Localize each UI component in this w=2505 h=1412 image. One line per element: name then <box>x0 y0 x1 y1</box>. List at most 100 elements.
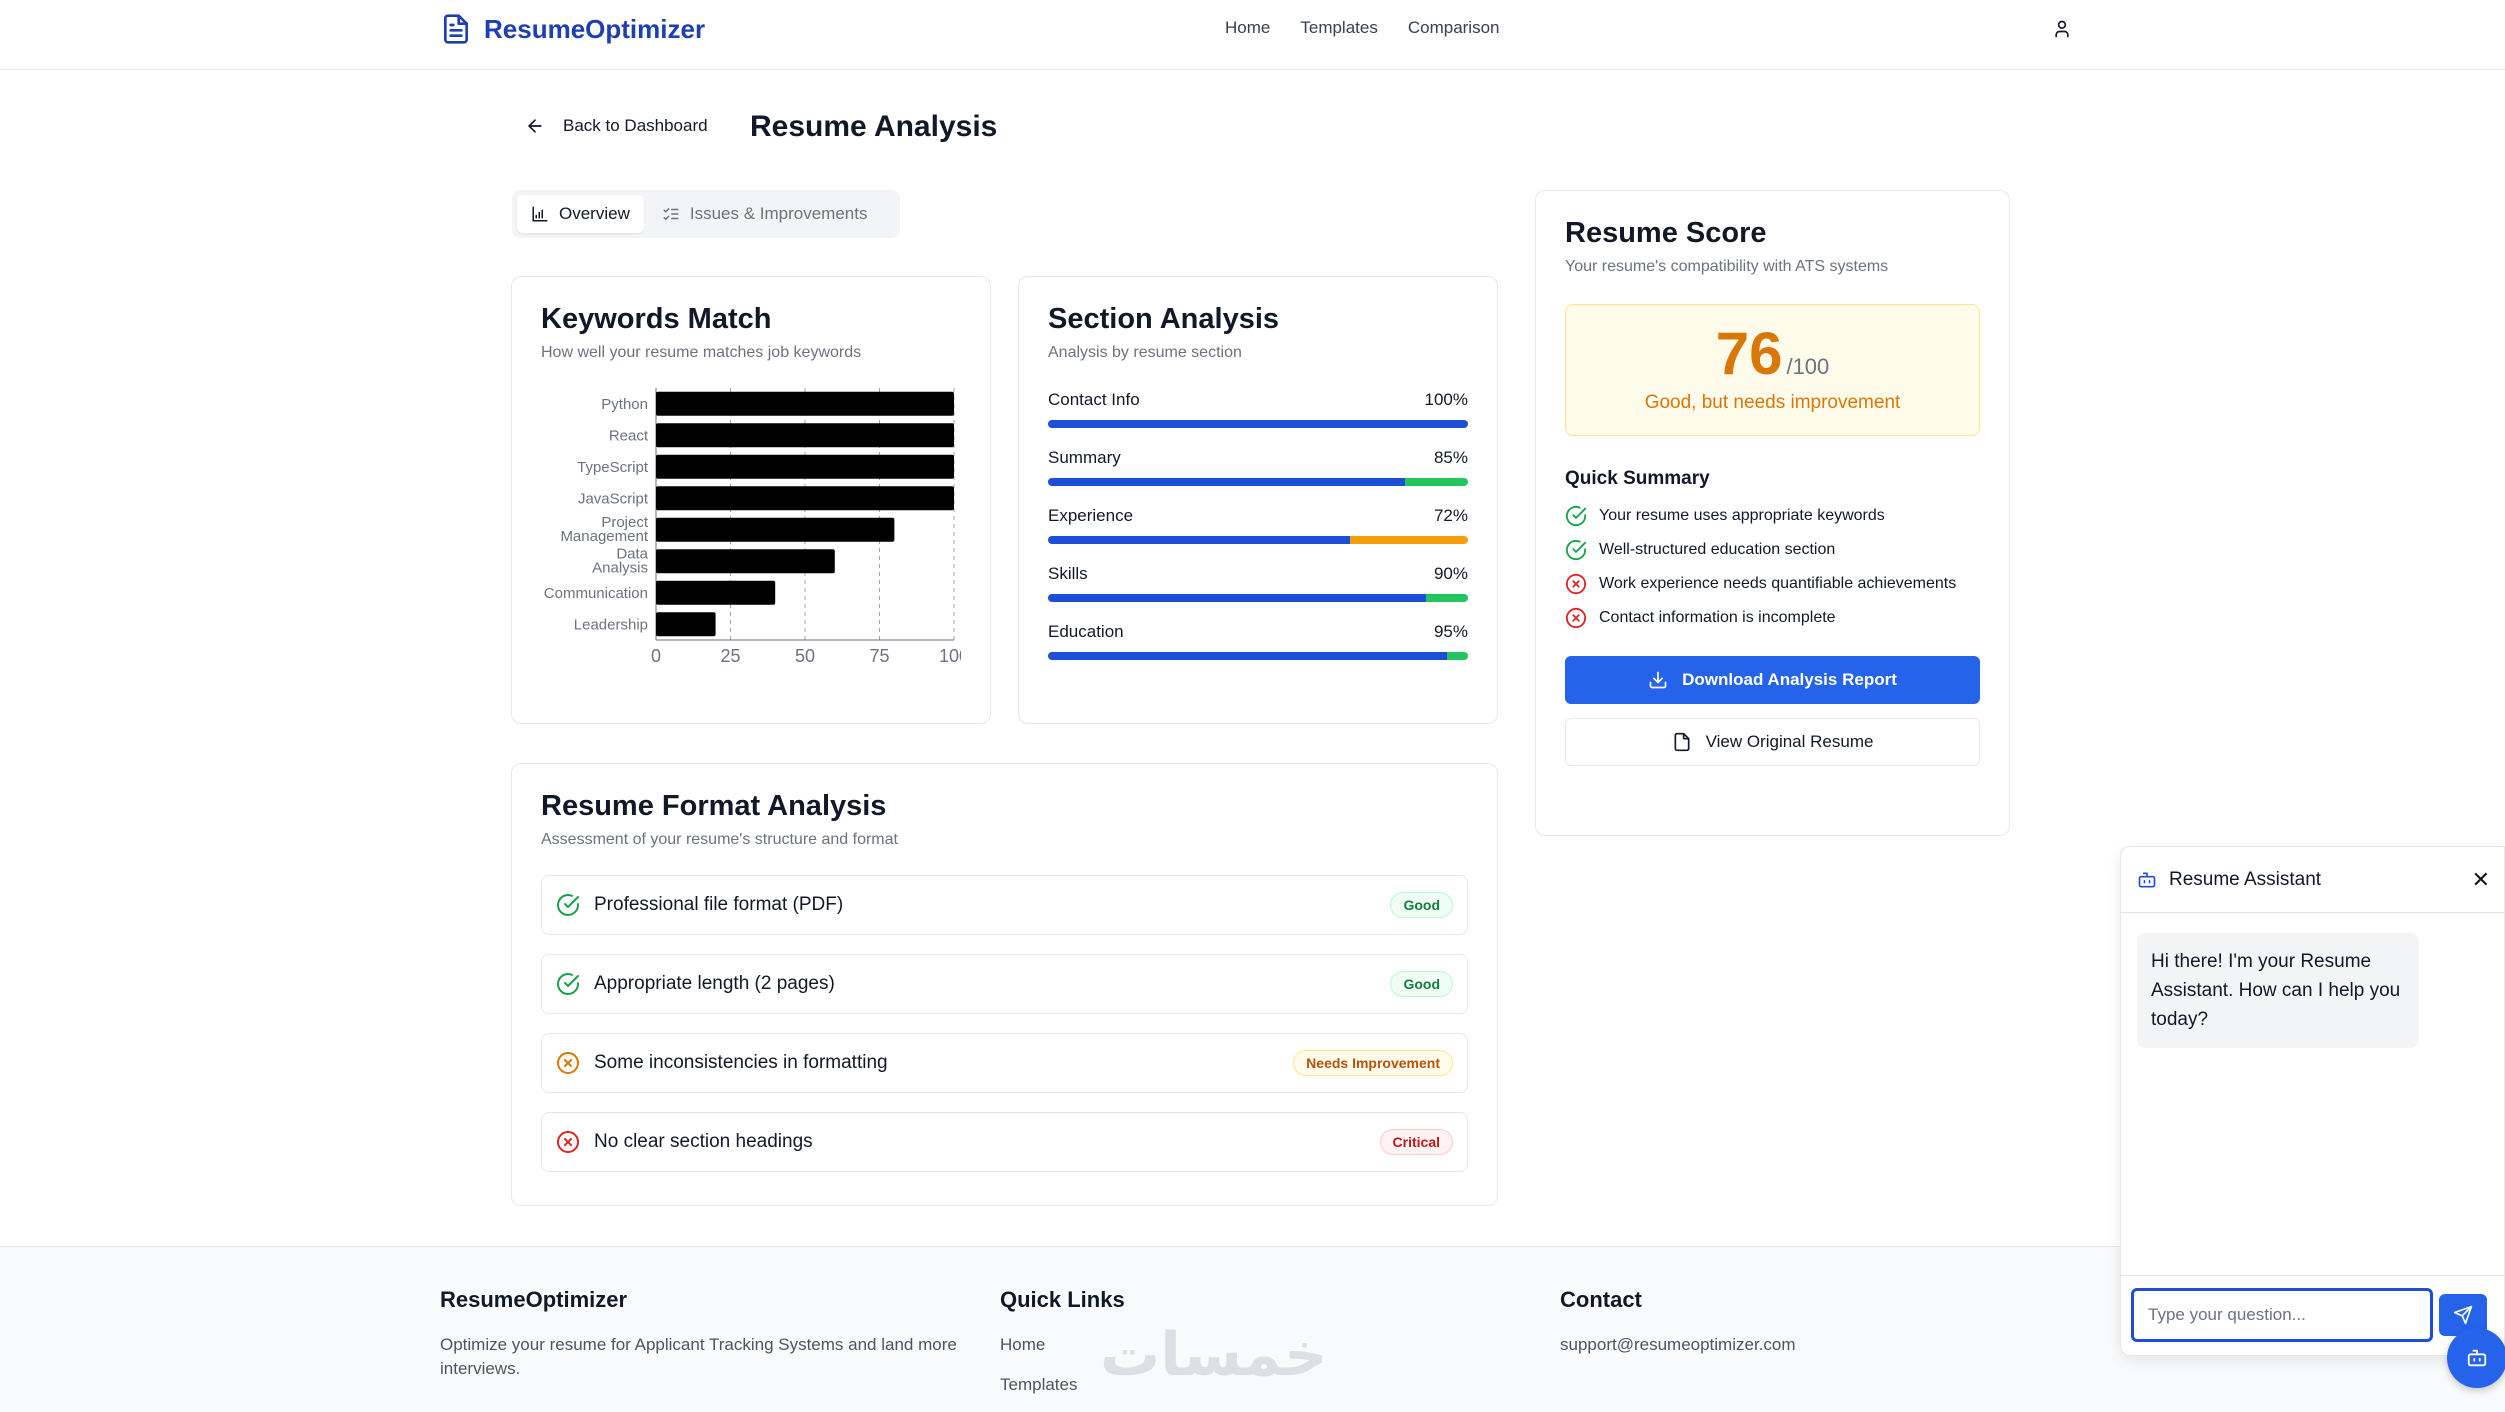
section-progress-bar <box>1048 478 1468 486</box>
chat-question-input[interactable] <box>2131 1288 2433 1342</box>
main-nav: Home Templates Comparison <box>1225 18 1500 38</box>
section-progress-fill <box>1048 420 1468 428</box>
summary-text: Contact information is incomplete <box>1599 609 1836 626</box>
section-progress-tail <box>1447 652 1468 660</box>
format-item: Appropriate length (2 pages) Good <box>541 954 1468 1014</box>
nav-comparison[interactable]: Comparison <box>1407 18 1500 37</box>
nav-templates[interactable]: Templates <box>1300 18 1378 37</box>
back-to-dashboard-link[interactable]: Back to Dashboard <box>525 116 708 136</box>
keyword-bar <box>656 580 776 605</box>
footer-link-home[interactable]: Home <box>1000 1335 1046 1354</box>
footer-link-templates[interactable]: Templates <box>1000 1375 1078 1394</box>
resume-score-card: Resume Score Your resume's compatibility… <box>1535 190 2010 836</box>
resume-assistant-chat: Resume Assistant ✕ Hi there! I'm your Re… <box>2120 846 2505 1356</box>
footer: ResumeOptimizer Optimize your resume for… <box>0 1246 2505 1412</box>
summary-text: Work experience needs quantifiable achie… <box>1599 575 1957 592</box>
section-progress-tail <box>1405 478 1468 486</box>
section-label: Contact Info <box>1048 390 1140 409</box>
quick-summary-list: Your resume uses appropriate keywords Wel… <box>1565 504 1980 630</box>
footer-tagline: Optimize your resume for Applicant Track… <box>440 1335 957 1378</box>
category-label: Project Management <box>560 514 648 545</box>
analysis-tabs: Overview Issues & Improvements <box>512 190 900 238</box>
status-badge: Good <box>1390 892 1453 918</box>
section-item: Education 95% <box>1048 622 1468 660</box>
category-label: Communication <box>544 585 648 602</box>
chat-title: Resume Assistant <box>2169 868 2322 890</box>
brand-logo[interactable]: ResumeOptimizer <box>440 12 705 46</box>
section-progress-fill <box>1048 478 1405 486</box>
category-label: TypeScript <box>577 459 649 476</box>
check-circle-icon <box>557 894 579 916</box>
section-label: Experience <box>1048 506 1134 525</box>
view-original-button[interactable]: View Original Resume <box>1565 718 1980 766</box>
keyword-bar <box>656 391 954 416</box>
x-tick-label: 25 <box>720 646 740 666</box>
nav-home[interactable]: Home <box>1225 18 1271 37</box>
x-tick-label: 0 <box>651 646 661 666</box>
keyword-bar <box>656 486 954 511</box>
summary-item: Contact information is incomplete <box>1565 606 1980 630</box>
close-icon[interactable]: ✕ <box>2471 867 2490 892</box>
x-tick-label: 75 <box>869 646 889 666</box>
footer-contact-title: Contact <box>1560 1287 1642 1312</box>
category-label: React <box>609 427 649 444</box>
format-label: No clear section headings <box>594 1131 813 1152</box>
score-max: /100 <box>1786 354 1830 379</box>
section-label: Skills <box>1048 564 1088 583</box>
user-icon[interactable] <box>2052 18 2072 40</box>
format-label: Appropriate length (2 pages) <box>594 973 835 994</box>
send-button[interactable] <box>2439 1294 2487 1336</box>
x-circle-icon <box>557 1052 579 1074</box>
section-progress-bar <box>1048 594 1468 602</box>
section-label: Education <box>1048 622 1124 641</box>
score-box: 76/100 Good, but needs improvement <box>1565 304 1980 436</box>
format-item: Some inconsistencies in formatting Needs … <box>541 1033 1468 1093</box>
download-icon <box>1649 671 1667 689</box>
status-badge: Needs Improvement <box>1293 1050 1453 1076</box>
download-report-button[interactable]: Download Analysis Report <box>1565 656 1980 704</box>
keywords-match-card: Keywords Match How well your resume matc… <box>511 276 991 724</box>
section-analysis-card: Section Analysis Analysis by resume sect… <box>1018 276 1498 724</box>
section-item: Experience 72% <box>1048 506 1468 544</box>
format-item: No clear section headings Critical <box>541 1112 1468 1172</box>
section-item: Skills 90% <box>1048 564 1468 602</box>
status-badge: Good <box>1390 971 1453 997</box>
section-item: Contact Info 100% <box>1048 390 1468 428</box>
bar-chart-icon <box>532 206 548 222</box>
footer-email[interactable]: support@resumeoptimizer.com <box>1560 1335 1796 1354</box>
keywords-title: Keywords Match <box>541 303 772 335</box>
tab-overview[interactable]: Overview <box>517 195 644 233</box>
category-label: Data Analysis <box>592 545 649 576</box>
section-progress-bar <box>1048 652 1468 660</box>
check-circle-icon <box>557 973 579 995</box>
summary-text: Well-structured education section <box>1599 541 1836 558</box>
x-circle-icon <box>1565 573 1587 595</box>
summary-item: Well-structured education section <box>1565 538 1980 562</box>
section-progress-tail <box>1350 536 1468 544</box>
x-circle-icon <box>557 1131 579 1153</box>
keywords-bar-chart: 0 25 50 75 100 Python React TypeScript JavaScrip… <box>544 388 961 666</box>
section-item: Summary 85% <box>1048 448 1468 486</box>
check-circle-icon <box>1565 505 1587 527</box>
section-progress-bar <box>1048 420 1468 428</box>
section-subtitle: Analysis by resume section <box>1048 344 1242 361</box>
x-tick-label: 50 <box>795 646 815 666</box>
list-checks-icon <box>663 208 679 221</box>
x-circle-icon <box>1565 607 1587 629</box>
keyword-bar <box>656 454 954 479</box>
section-title: Section Analysis <box>1048 303 1280 335</box>
section-progress-fill <box>1048 652 1447 660</box>
page-title: Resume Analysis <box>750 110 998 143</box>
assistant-message: Hi there! I'm your Resume Assistant. How… <box>2137 933 2419 1048</box>
status-badge: Critical <box>1379 1129 1453 1155</box>
footer-links-title: Quick Links <box>1000 1287 1125 1312</box>
send-icon <box>2453 1305 2473 1325</box>
footer-links-col: Quick Links Home Templates <box>1000 1287 1125 1412</box>
section-value: 72% <box>1433 506 1468 525</box>
download-label: Download Analysis Report <box>1682 670 1897 689</box>
tab-issues[interactable]: Issues & Improvements <box>648 195 882 233</box>
view-original-label: View Original Resume <box>1705 732 1874 751</box>
keyword-bar <box>656 612 716 637</box>
score-subtitle: Your resume's compatibility with ATS sys… <box>1565 258 1889 275</box>
chat-fab-button[interactable] <box>2447 1328 2505 1388</box>
